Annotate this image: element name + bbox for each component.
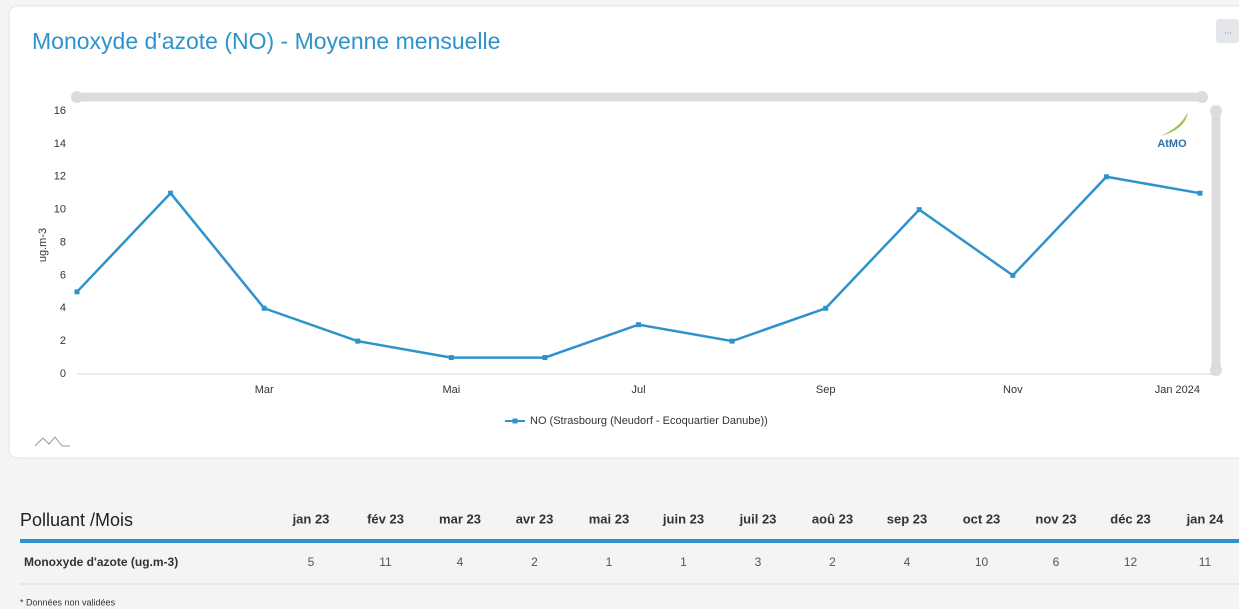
x-tick-label: Mai xyxy=(442,384,460,396)
y-tick-label: 2 xyxy=(60,335,66,347)
y-tick-label: 12 xyxy=(54,171,66,183)
footnote: * Données non validées xyxy=(20,597,116,607)
table-cell: 4 xyxy=(457,555,464,569)
y-tick-label: 14 xyxy=(54,138,66,150)
legend-label: NO (Strasbourg (Neudorf - Ecoquartier Da… xyxy=(530,415,768,427)
table-row-label: Monoxyde d'azote (ug.m-3) xyxy=(24,555,178,569)
legend-marker xyxy=(512,418,518,424)
logo: AtMO xyxy=(1157,138,1187,150)
point xyxy=(448,355,454,361)
table-header: juil 23 xyxy=(739,511,777,526)
table-header: avr 23 xyxy=(516,511,554,526)
scroll-handle[interactable] xyxy=(71,91,83,103)
point xyxy=(74,289,80,295)
x-tick-label: Jan 2024 xyxy=(1155,384,1200,396)
y-tick-label: 16 xyxy=(54,105,66,117)
table-header: Polluant /Mois xyxy=(20,510,133,530)
y-tick-label: 8 xyxy=(60,236,66,248)
x-tick-label: Sep xyxy=(816,384,836,396)
table-cell: 11 xyxy=(1199,555,1212,569)
chart-title: Monoxyde d'azote (NO) - Moyenne mensuell… xyxy=(32,28,500,54)
table-header: nov 23 xyxy=(1035,511,1076,526)
chart-card xyxy=(8,5,1239,459)
point xyxy=(355,338,361,344)
scroll-handle[interactable] xyxy=(1210,364,1222,376)
point xyxy=(261,305,267,311)
table-cell: 10 xyxy=(975,555,989,569)
logo-swoosh xyxy=(1160,112,1188,136)
point xyxy=(823,305,829,311)
table-header: déc 23 xyxy=(1110,511,1150,526)
point xyxy=(1103,174,1109,180)
x-tick-label: Mar xyxy=(255,384,274,396)
y-tick-label: 0 xyxy=(60,368,66,380)
x-tick-label: Nov xyxy=(1003,384,1023,396)
point xyxy=(729,338,735,344)
table-cell: 2 xyxy=(829,555,836,569)
y-tick-label: 6 xyxy=(60,269,66,281)
table-header: jan 24 xyxy=(1186,511,1225,526)
table-header: fév 23 xyxy=(367,511,404,526)
table-header: oct 23 xyxy=(963,511,1001,526)
table-header: mai 23 xyxy=(589,511,629,526)
y-tick-label: 10 xyxy=(54,204,66,216)
menu-label[interactable]: ... xyxy=(1224,25,1232,35)
point xyxy=(542,355,548,361)
scroll-handle[interactable] xyxy=(1210,105,1222,117)
y-tick-label: 4 xyxy=(60,302,66,314)
table-cell: 6 xyxy=(1053,555,1060,569)
table-cell: 12 xyxy=(1124,555,1138,569)
table-cell: 3 xyxy=(755,555,762,569)
point xyxy=(168,190,174,196)
point xyxy=(1010,272,1016,278)
table-header: jan 23 xyxy=(292,511,330,526)
table-header: juin 23 xyxy=(662,511,704,526)
table-header: aoû 23 xyxy=(812,511,853,526)
table-cell: 1 xyxy=(680,555,687,569)
point xyxy=(636,322,641,328)
table-cell: 1 xyxy=(606,555,613,569)
y-axis-label: ug.m-3 xyxy=(37,228,49,262)
table-cell: 2 xyxy=(531,555,538,569)
table-cell: 5 xyxy=(308,555,315,569)
zoom-icon[interactable] xyxy=(34,436,70,447)
point xyxy=(916,207,922,213)
table-cell: 11 xyxy=(379,555,392,569)
scroll-handle[interactable] xyxy=(1196,91,1208,103)
point xyxy=(1197,190,1203,196)
x-tick-label: Jul xyxy=(631,384,645,396)
table-header: sep 23 xyxy=(887,511,927,526)
menu-button[interactable] xyxy=(1216,19,1239,43)
table-area xyxy=(0,460,1239,609)
table-cell: 4 xyxy=(904,555,911,569)
table-header: mar 23 xyxy=(439,511,481,526)
